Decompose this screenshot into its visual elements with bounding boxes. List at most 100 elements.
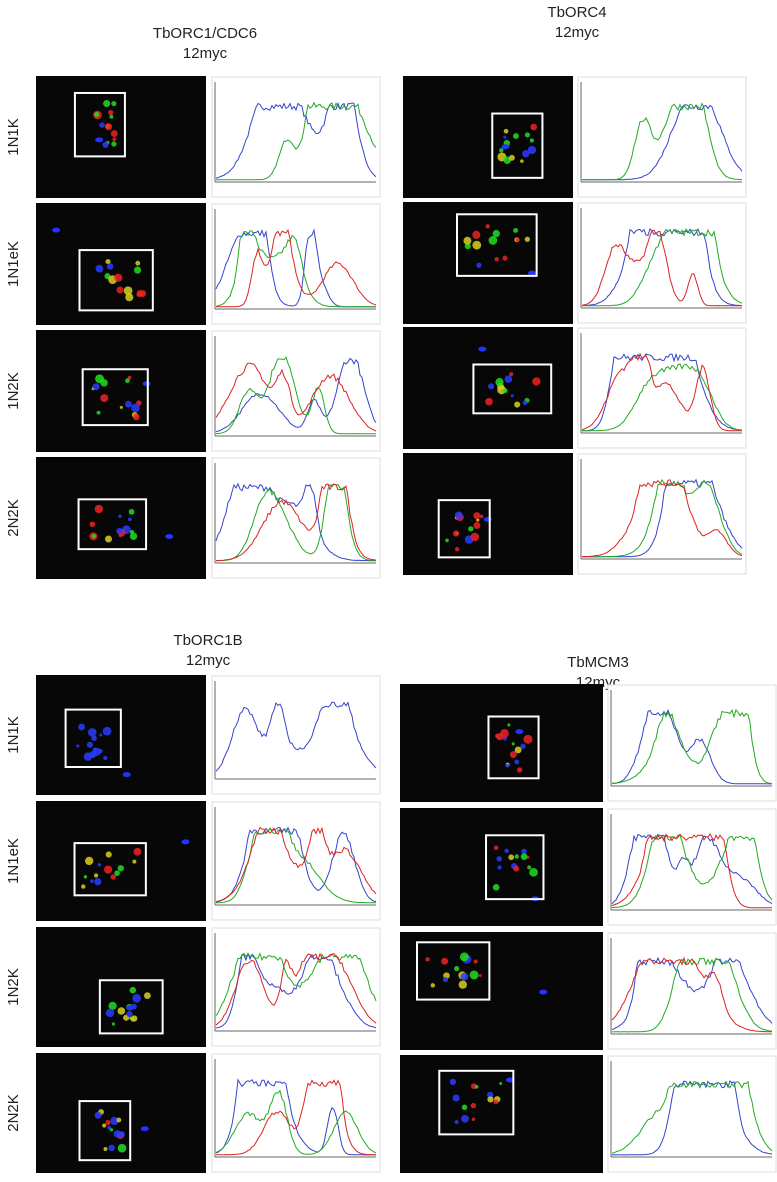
- signal-spot: [515, 237, 520, 242]
- signal-spot: [510, 394, 514, 398]
- signal-spot: [463, 236, 472, 245]
- signal-spot: [522, 400, 528, 406]
- micrograph: [403, 202, 573, 324]
- signal-spot: [94, 504, 104, 514]
- signal-spot: [78, 723, 85, 731]
- signal-spot: [94, 111, 100, 118]
- signal-spot: [117, 1007, 126, 1015]
- signal-spot: [102, 1123, 107, 1128]
- signal-spot: [110, 874, 117, 880]
- panel-subtitle: 12myc: [183, 45, 228, 62]
- signal-spot: [123, 286, 133, 296]
- signal-spot: [111, 141, 117, 147]
- signal-spot: [113, 1130, 122, 1138]
- signal-spot: [514, 401, 521, 408]
- kinetoplast: [478, 346, 487, 352]
- signal-spot: [92, 383, 100, 391]
- signal-spot: [503, 128, 509, 134]
- row-label: 1N1eK: [5, 838, 22, 884]
- profile-plot: [607, 808, 777, 926]
- zoom-box: [77, 498, 148, 551]
- signal-spot: [461, 1104, 468, 1111]
- kinetoplast: [142, 381, 151, 387]
- signal-spot: [109, 114, 114, 119]
- signal-spot: [499, 1082, 503, 1086]
- zoom-box: [73, 91, 126, 158]
- signal-spot: [529, 138, 534, 143]
- row-label: 1N2K: [5, 968, 22, 1006]
- signal-spot: [85, 856, 94, 866]
- signal-spot: [504, 848, 509, 854]
- signal-spot: [454, 1120, 459, 1125]
- signal-spot: [76, 744, 80, 748]
- signal-spot: [495, 377, 504, 387]
- signal-spot: [520, 159, 524, 163]
- signal-spot: [509, 372, 514, 377]
- row-label: 1N1K: [5, 118, 22, 156]
- signal-spot: [454, 547, 460, 552]
- profile-line: [611, 833, 773, 905]
- profile-line: [215, 356, 377, 435]
- profile-plot: [211, 457, 381, 579]
- signal-spot: [425, 957, 430, 962]
- signal-spot: [442, 976, 449, 983]
- signal-spot: [464, 243, 471, 250]
- signal-spot: [97, 863, 101, 867]
- signal-spot: [471, 1117, 476, 1121]
- signal-spot: [105, 1008, 115, 1018]
- micrograph: [36, 203, 206, 325]
- signal-spot: [504, 375, 513, 384]
- signal-spot: [91, 735, 97, 742]
- profile-line: [611, 833, 773, 909]
- signal-spot: [116, 527, 123, 535]
- profile-line: [215, 952, 377, 1026]
- signal-spot: [131, 1015, 138, 1022]
- signal-spot: [95, 264, 104, 273]
- kinetoplast: [515, 729, 524, 735]
- signal-spot: [105, 259, 111, 265]
- kinetoplast: [505, 1077, 514, 1083]
- panel-title: TbMCM3: [567, 654, 629, 671]
- profile-line: [215, 826, 377, 903]
- profile-line: [581, 363, 743, 432]
- signal-spot: [521, 848, 527, 855]
- signal-spot: [430, 983, 436, 988]
- signal-spot: [90, 879, 94, 883]
- profile-plot: [211, 675, 381, 795]
- profile-line: [611, 957, 773, 1033]
- signal-spot: [508, 854, 515, 861]
- signal-spot: [95, 374, 105, 384]
- profile-line: [216, 101, 377, 181]
- signal-spot: [470, 1102, 477, 1109]
- kinetoplast: [122, 772, 131, 778]
- signal-spot: [513, 865, 520, 872]
- panel-subtitle: 12myc: [555, 24, 600, 41]
- zoom-box: [437, 499, 491, 559]
- signal-spot: [454, 965, 460, 972]
- signal-spot: [94, 878, 102, 886]
- micrograph: [403, 327, 573, 449]
- signal-spot: [472, 240, 482, 250]
- signal-spot: [83, 875, 88, 879]
- zoom-box: [81, 368, 149, 427]
- signal-spot: [468, 526, 474, 532]
- signal-spot: [105, 851, 112, 858]
- signal-spot: [99, 733, 103, 737]
- profile-plot: [607, 1055, 777, 1173]
- signal-spot: [87, 728, 97, 737]
- signal-spot: [493, 1099, 499, 1105]
- signal-spot: [103, 1147, 108, 1152]
- zoom-box: [491, 112, 544, 179]
- profile-plot: [211, 203, 381, 325]
- signal-spot: [103, 756, 108, 761]
- profile-line: [215, 362, 377, 432]
- signal-spot: [503, 135, 507, 139]
- signal-spot: [125, 293, 134, 302]
- signal-spot: [89, 750, 97, 758]
- signal-spot: [473, 959, 478, 964]
- signal-spot: [445, 538, 449, 543]
- signal-spot: [134, 266, 142, 274]
- micrograph: [36, 76, 206, 198]
- signal-spot: [507, 723, 511, 727]
- signal-spot: [86, 741, 94, 748]
